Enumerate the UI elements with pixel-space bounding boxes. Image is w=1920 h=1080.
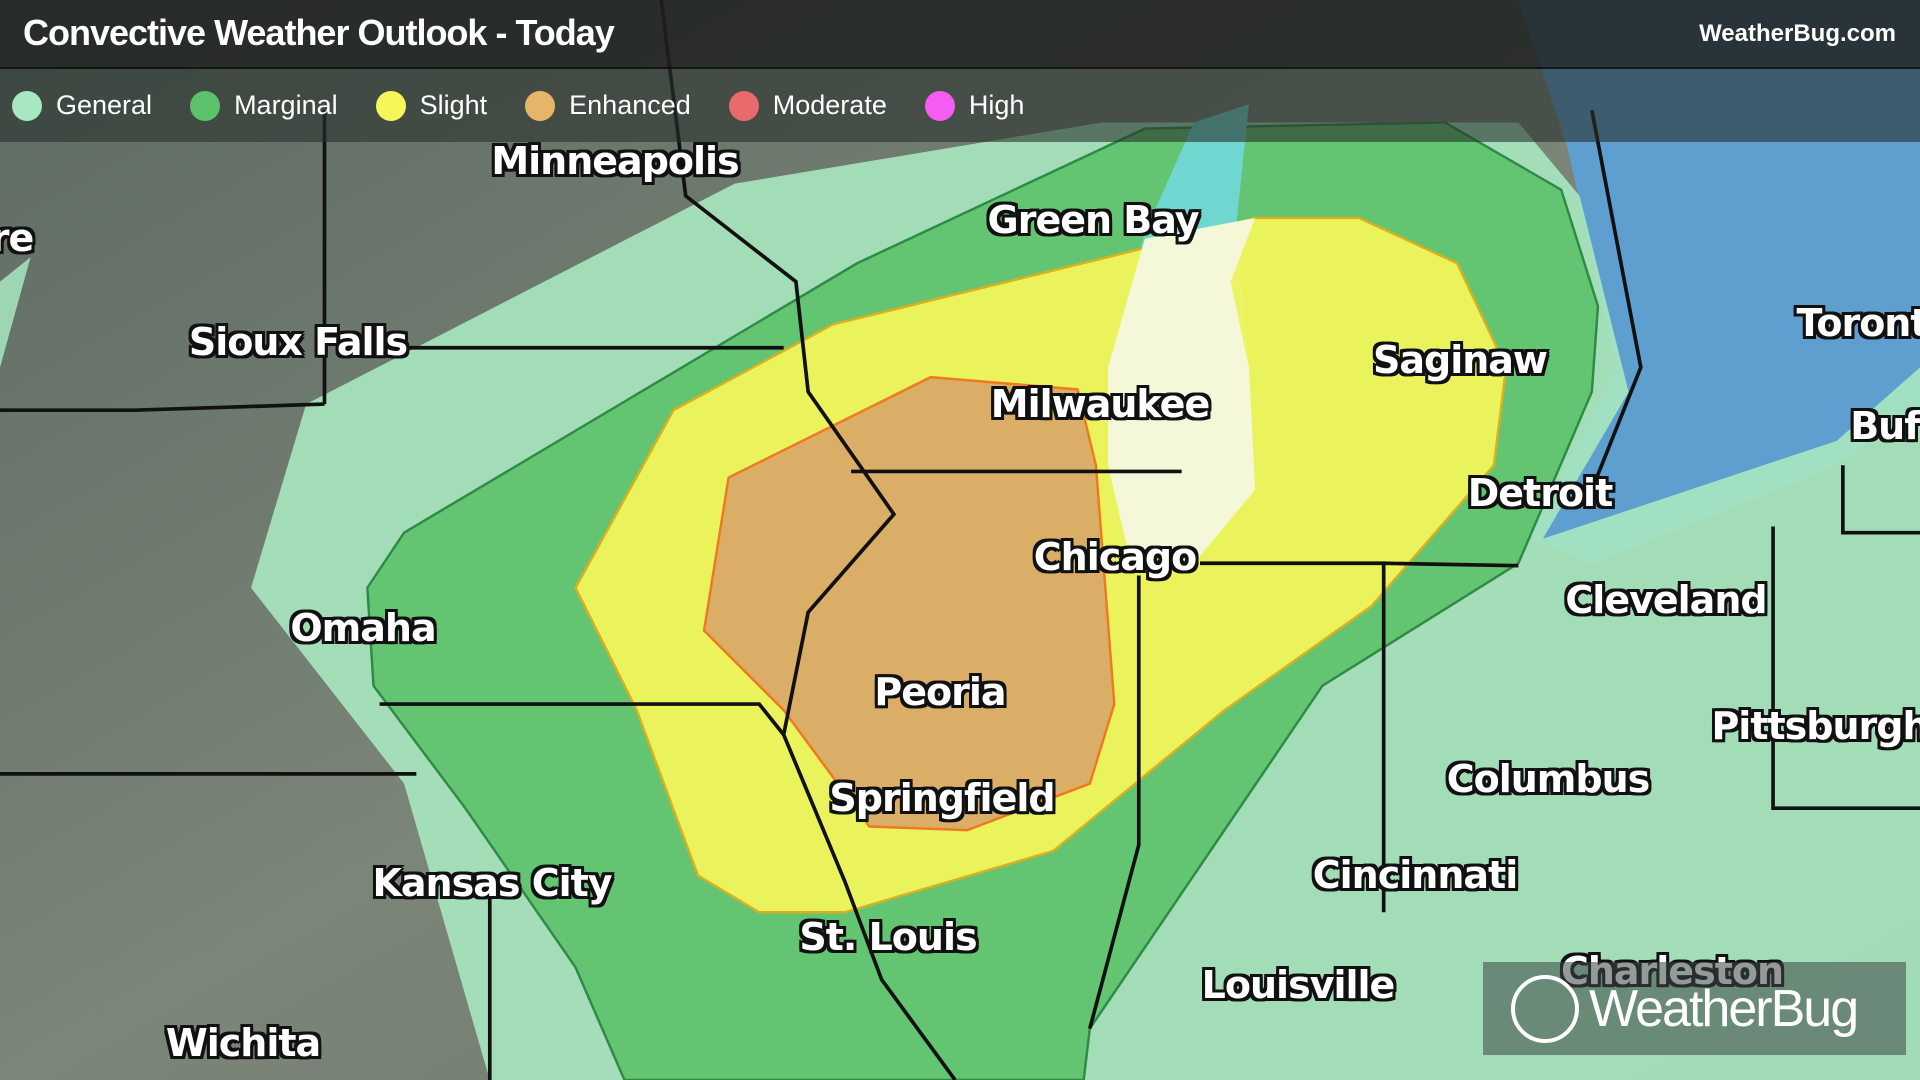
marginal-swatch-icon bbox=[190, 90, 221, 121]
city-label: Chicago bbox=[1033, 535, 1197, 579]
city-label: Buf bbox=[1850, 404, 1920, 448]
city-label: Green Bay bbox=[987, 198, 1200, 242]
city-label: Peoria bbox=[874, 670, 1006, 714]
lake-michigan-slight bbox=[1108, 217, 1256, 564]
legend-label: High bbox=[968, 90, 1025, 120]
legend-enhanced: Enhanced bbox=[525, 90, 691, 121]
legend-label: Moderate bbox=[772, 90, 887, 120]
city-label: Minneapolis bbox=[491, 139, 739, 183]
site-link[interactable]: WeatherBug.com bbox=[1699, 20, 1896, 47]
city-label: Detroit bbox=[1467, 471, 1614, 515]
city-label: Milwaukee bbox=[990, 382, 1210, 426]
risk-general-west bbox=[0, 257, 31, 368]
city-label: Pittsburgh bbox=[1711, 704, 1920, 748]
legend-label: General bbox=[56, 90, 153, 120]
legend-marginal: Marginal bbox=[190, 90, 338, 121]
city-label: Cleveland bbox=[1565, 578, 1767, 622]
slight-swatch-icon bbox=[375, 90, 406, 121]
city-label: Kansas City bbox=[372, 861, 612, 905]
legend-label: Enhanced bbox=[569, 90, 691, 120]
city-label: Sioux Falls bbox=[188, 320, 408, 364]
city-label: Louisville bbox=[1201, 963, 1396, 1007]
page-title: Convective Weather Outlook - Today bbox=[23, 12, 615, 53]
city-label: Saginaw bbox=[1372, 338, 1548, 382]
city-label: re bbox=[0, 216, 34, 260]
logo-text: WeatherBug bbox=[1589, 979, 1859, 1038]
legend-moderate: Moderate bbox=[728, 90, 887, 121]
weatherbug-bug-icon bbox=[1511, 974, 1579, 1043]
legend-label: Marginal bbox=[234, 90, 338, 120]
title-bar: Convective Weather Outlook - Today Weath… bbox=[0, 0, 1920, 69]
city-label: Toront bbox=[1796, 301, 1920, 345]
high-swatch-icon bbox=[924, 90, 955, 121]
city-label: Wichita bbox=[165, 1021, 321, 1065]
legend-slight: Slight bbox=[375, 90, 488, 121]
enhanced-swatch-icon bbox=[525, 90, 556, 121]
legend-high: High bbox=[924, 90, 1025, 121]
legend-label: Slight bbox=[419, 90, 488, 120]
city-label: Springfield bbox=[829, 776, 1055, 820]
moderate-swatch-icon bbox=[728, 90, 759, 121]
weatherbug-logo: WeatherBug bbox=[1483, 962, 1906, 1055]
legend-general: General bbox=[12, 90, 152, 121]
city-label: Columbus bbox=[1446, 757, 1651, 801]
city-label: St. Louis bbox=[799, 915, 977, 959]
city-label: Omaha bbox=[290, 606, 436, 650]
city-label: Cincinnati bbox=[1312, 853, 1518, 897]
risk-enhanced bbox=[702, 375, 1116, 832]
general-swatch-icon bbox=[12, 90, 42, 121]
risk-legend: General Marginal Slight Enhanced Moderat… bbox=[0, 69, 1920, 142]
